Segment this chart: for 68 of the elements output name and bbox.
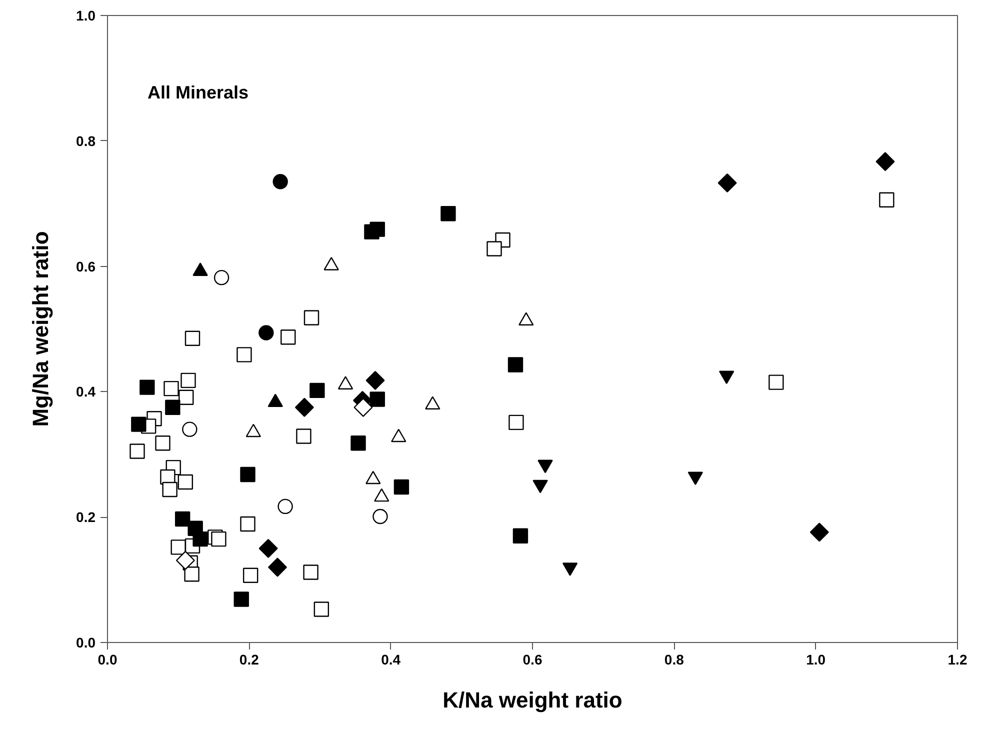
y-axis-title: Mg/Na weight ratio <box>28 231 54 427</box>
x-tick-label: 0.6 <box>522 652 542 668</box>
point <box>294 398 314 417</box>
point <box>304 310 320 326</box>
point <box>280 330 296 345</box>
x-tick-label: 0.0 <box>98 652 118 668</box>
point <box>180 372 196 388</box>
point <box>234 592 249 607</box>
point <box>165 400 180 415</box>
x-tick-label: 0.2 <box>239 652 260 668</box>
y-tick-label: 1.0 <box>76 8 96 24</box>
point <box>440 206 456 222</box>
point <box>879 192 894 208</box>
point <box>394 479 410 495</box>
point <box>236 347 252 362</box>
point <box>278 498 293 514</box>
point <box>131 416 146 432</box>
point <box>508 357 524 372</box>
point <box>508 414 524 430</box>
point <box>182 422 198 437</box>
point <box>258 325 274 340</box>
point <box>240 466 256 482</box>
point <box>810 522 829 542</box>
x-tick-label: 0.8 <box>664 652 684 668</box>
point <box>370 392 385 407</box>
y-tick-label: 0.2 <box>76 509 96 526</box>
x-tick-label: 1.2 <box>948 652 968 668</box>
x-tick-label: 1.0 <box>806 652 826 668</box>
point <box>512 528 528 544</box>
point <box>486 241 502 256</box>
y-tick-label: 0.0 <box>76 634 96 650</box>
point <box>140 380 155 395</box>
y-tick-label: 0.4 <box>76 384 96 400</box>
point <box>162 482 178 498</box>
point <box>176 550 195 570</box>
point <box>876 152 895 172</box>
point <box>211 531 226 547</box>
point <box>240 516 256 532</box>
point <box>178 474 194 490</box>
annotation: All Minerals <box>148 82 249 102</box>
point <box>192 531 208 547</box>
point <box>718 173 737 192</box>
point <box>372 508 388 524</box>
point <box>314 602 330 617</box>
point <box>242 568 258 584</box>
point <box>130 444 145 459</box>
x-axis-title: K/Na weight ratio <box>442 688 622 712</box>
point <box>268 558 288 577</box>
point <box>174 511 190 527</box>
point <box>164 380 179 396</box>
x-tick-label: 0.4 <box>381 652 401 668</box>
point <box>350 436 366 451</box>
point <box>370 222 385 237</box>
point <box>296 428 312 444</box>
point <box>303 564 318 580</box>
y-tick-label: 0.8 <box>76 132 96 149</box>
point <box>184 566 200 582</box>
point <box>272 174 288 190</box>
point <box>155 436 170 451</box>
point <box>768 374 784 390</box>
point <box>310 382 325 398</box>
point <box>214 270 230 286</box>
point <box>354 398 373 417</box>
point <box>258 538 278 558</box>
point <box>178 390 194 405</box>
point <box>366 370 385 390</box>
point <box>184 330 200 346</box>
y-tick-label: 0.6 <box>76 258 96 274</box>
